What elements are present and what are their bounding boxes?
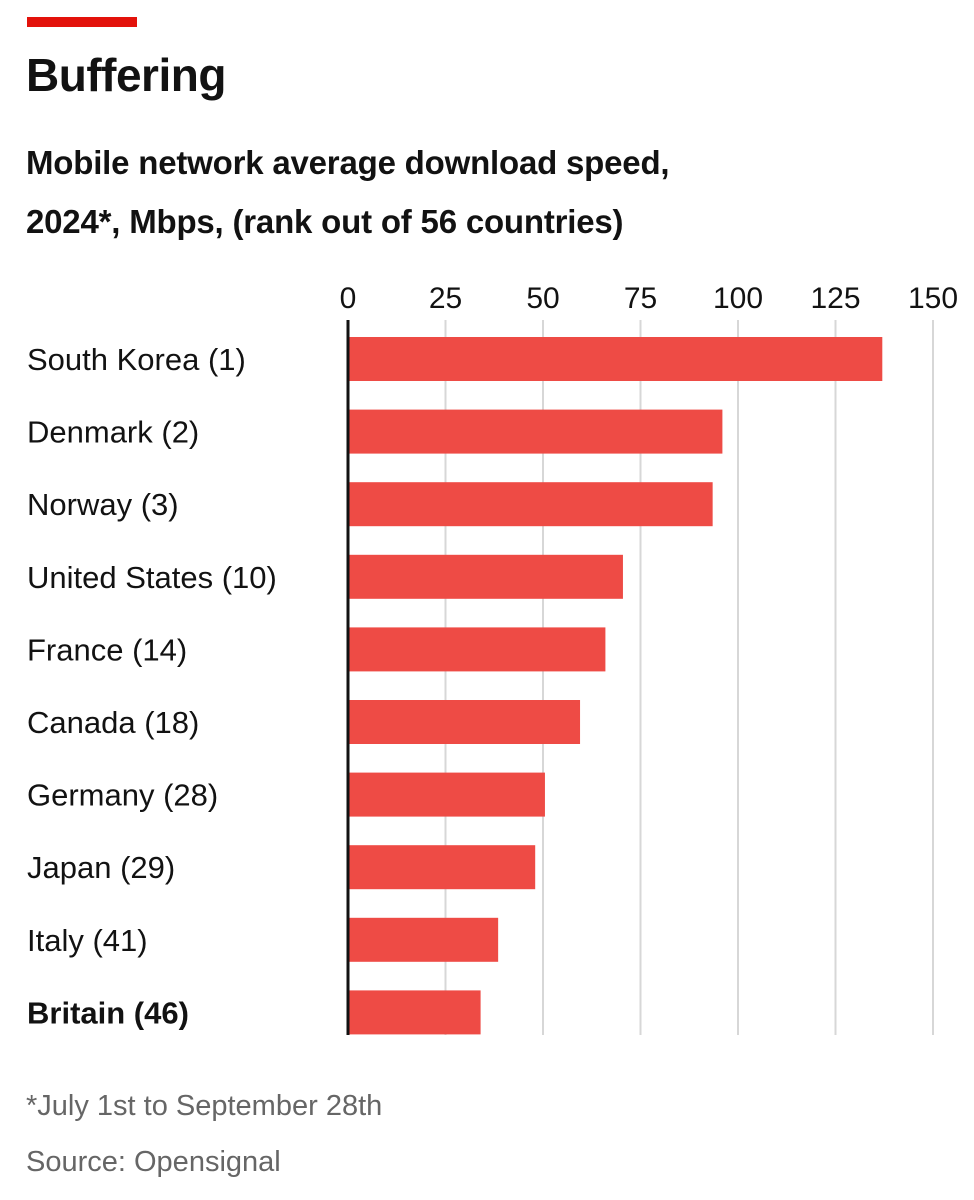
category-label-united-states-10: United States (10) bbox=[27, 560, 277, 595]
x-tick-label-150: 150 bbox=[908, 282, 958, 315]
bar-italy-41 bbox=[348, 917, 499, 962]
category-label-norway-3: Norway (3) bbox=[27, 487, 179, 522]
category-label-germany-28: Germany (28) bbox=[27, 778, 218, 813]
source-note: Source: Opensignal bbox=[26, 1146, 281, 1178]
category-label-canada-18: Canada (18) bbox=[27, 705, 199, 740]
bar-france-14 bbox=[348, 627, 606, 672]
bar-denmark-2 bbox=[348, 409, 723, 454]
bar-united-states-10 bbox=[348, 554, 623, 599]
x-tick-label-25: 25 bbox=[429, 282, 462, 315]
subtitle-line-2: 2024*, Mbps, (rank out of 56 countries) bbox=[26, 203, 624, 240]
chart-title: Buffering bbox=[26, 49, 226, 101]
brand-red-rule bbox=[27, 17, 137, 27]
bar-japan-29 bbox=[348, 845, 536, 890]
x-tick-label-125: 125 bbox=[810, 282, 860, 315]
bar-canada-18 bbox=[348, 700, 581, 744]
category-label-italy-41: Italy (41) bbox=[27, 923, 148, 958]
category-label-britain-46: Britain (46) bbox=[27, 995, 189, 1030]
bar-norway-3 bbox=[348, 482, 713, 527]
x-tick-label-100: 100 bbox=[713, 282, 763, 315]
x-axis-ticks: 0 25 50 75 100 125 150 bbox=[340, 282, 958, 315]
category-label-denmark-2: Denmark (2) bbox=[27, 415, 199, 450]
x-tick-label-75: 75 bbox=[624, 282, 657, 315]
bar-chart: 0 25 50 75 100 125 150 South Korea (1) Denmark … bbox=[27, 282, 958, 1035]
category-label-japan-29: Japan (29) bbox=[27, 850, 175, 885]
subtitle-line-1: Mobile network average download speed, bbox=[26, 144, 670, 181]
x-tick-label-0: 0 bbox=[340, 282, 357, 315]
category-labels: South Korea (1) Denmark (2) Norway (3) Unit… bbox=[27, 342, 277, 1030]
x-tick-label-50: 50 bbox=[526, 282, 559, 315]
category-label-south-korea-1: South Korea (1) bbox=[27, 342, 246, 377]
bars bbox=[348, 337, 883, 1035]
category-label-france-14: France (14) bbox=[27, 632, 187, 667]
footnote: *July 1st to September 28th bbox=[26, 1090, 383, 1122]
bar-south-korea-1 bbox=[348, 337, 883, 381]
bar-britain-46 bbox=[348, 990, 481, 1035]
bar-germany-28 bbox=[348, 772, 545, 817]
chart-subtitle: Mobile network average download speed, 2… bbox=[26, 133, 926, 251]
